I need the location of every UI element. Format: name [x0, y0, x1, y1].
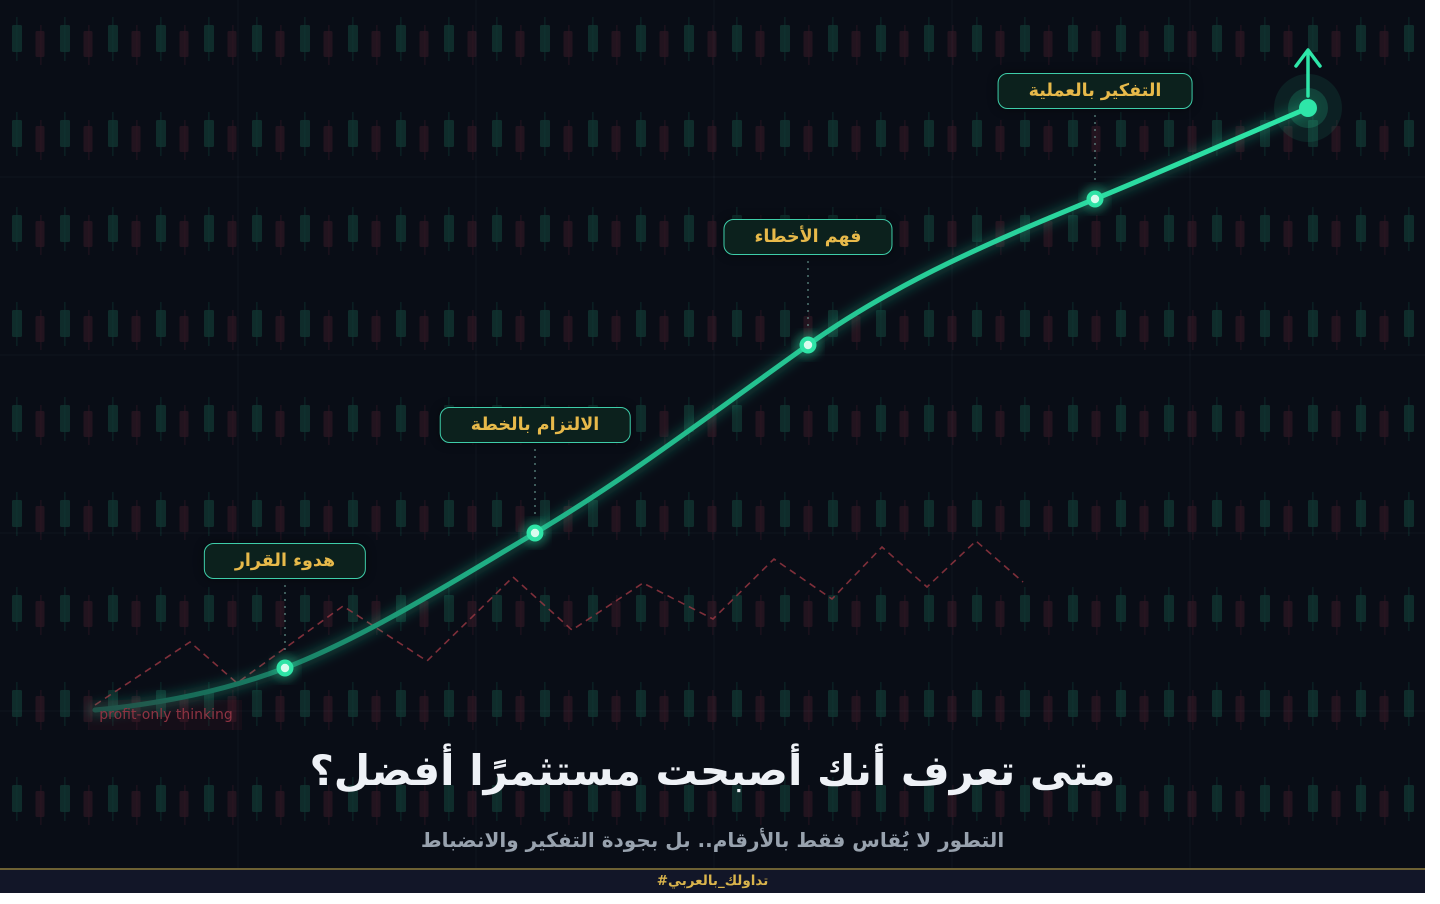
- grid-lines: [0, 0, 1425, 893]
- milestone-dot: [271, 585, 299, 682]
- subtitle: التطور لا يُقاس فقط بالأرقام.. بل بجودة …: [420, 828, 1005, 852]
- footer-bar: تداولك_بالعربي#: [0, 868, 1425, 893]
- milestone-dots-layer: [271, 115, 1109, 682]
- milestone-badge-stick-to-plan: الالتزام بالخطة: [439, 407, 631, 443]
- profit-only-label: profit-only thinking: [90, 700, 242, 730]
- end-point-arrow: [1274, 48, 1342, 142]
- infographic-canvas: profit-only thinking هدوء القرار الالتزا…: [0, 0, 1425, 893]
- end-dot: [1299, 99, 1317, 117]
- milestone-badge-calm-decision: هدوء القرار: [203, 543, 367, 579]
- up-arrow-head: [1294, 48, 1322, 68]
- candlestick-pattern: [0, 0, 1425, 893]
- milestone-dot: [794, 261, 822, 359]
- footer-hashtag: تداولك_بالعربي#: [656, 873, 769, 889]
- growth-chart: [0, 0, 1425, 893]
- milestone-badge-process-thinking: التفكير بالعملية: [997, 73, 1193, 109]
- main-title: متى تعرف أنك أصبحت مستثمرًا أفضل؟: [309, 746, 1116, 795]
- profit-only-zigzag-line: [94, 539, 1024, 706]
- milestone-badge-understand-mistakes: فهم الأخطاء: [723, 219, 893, 255]
- milestone-dot: [1081, 115, 1109, 213]
- milestone-dot: [521, 449, 549, 547]
